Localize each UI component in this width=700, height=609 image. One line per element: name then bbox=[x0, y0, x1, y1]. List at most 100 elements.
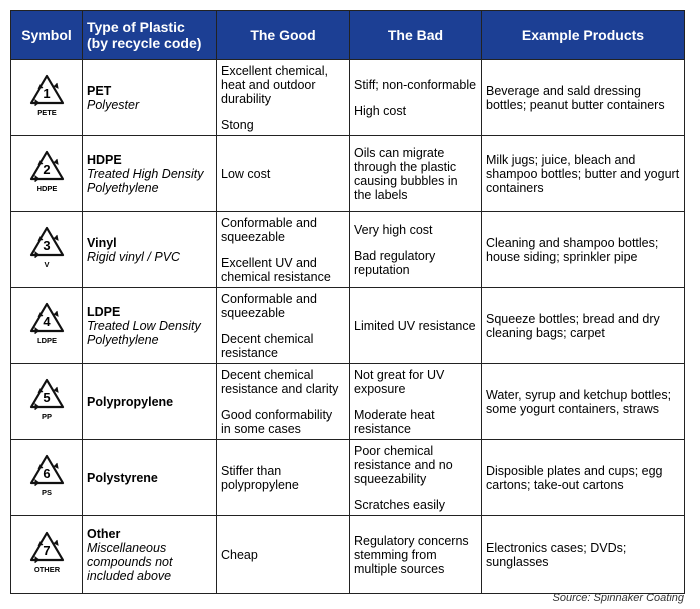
recycle-code-label: OTHER bbox=[33, 565, 60, 574]
good-cell-paragraph: Excellent UV and chemical resistance bbox=[221, 255, 331, 284]
table-row: 4 LDPE LDPE Treated Low Density Polyethylene… bbox=[10, 287, 685, 364]
bad-cell-paragraph: Stiff; non-conformable bbox=[354, 77, 477, 92]
good-cell-paragraph: Conformable and squeezable bbox=[221, 215, 317, 244]
examples-cell: Squeeze bottles; bread and dry cleaning … bbox=[481, 287, 685, 364]
bad-cell: Oils can migrate through the plastic cau… bbox=[349, 135, 482, 212]
bad-cell-paragraph: Very high cost bbox=[354, 222, 433, 237]
table-row: 3 V Vinyl Rigid vinyl / PVC Conformable and … bbox=[10, 211, 685, 288]
table-row: 5 PP Polypropylene Decent chemical resistan… bbox=[10, 363, 685, 440]
examples-cell: Electronics cases; DVDs; sunglasses bbox=[481, 515, 685, 594]
recycle-code-label: PS bbox=[41, 488, 51, 497]
header-bad: The Bad bbox=[349, 10, 482, 60]
symbol-cell: 2 HDPE bbox=[10, 135, 83, 212]
bad-cell: Poor chemical resistance and no squeezab… bbox=[349, 439, 482, 516]
good-cell-paragraph: Excellent chemical, heat and outdoor dur… bbox=[221, 63, 328, 106]
bad-cell: Stiff; non-conformable High cost bbox=[349, 59, 482, 136]
header-type-line2: (by recycle code) bbox=[87, 35, 202, 51]
good-cell: Conformable and squeezable Decent chemica… bbox=[216, 287, 350, 364]
table-row: 1 PETE PET Polyester Excellent chemical, hea… bbox=[10, 59, 685, 136]
recycle-code-number: 7 bbox=[43, 543, 50, 558]
recycle-code-label: PETE bbox=[37, 108, 57, 117]
bad-cell-paragraph: Not great for UV exposure bbox=[354, 367, 445, 396]
symbol-cell: 4 LDPE bbox=[10, 287, 83, 364]
symbol-cell: 5 PP bbox=[10, 363, 83, 440]
plastic-description: Treated Low Density bbox=[87, 318, 201, 333]
plastic-name: Vinyl bbox=[87, 235, 117, 250]
plastic-type-cell: Other Miscellaneous compounds not included … bbox=[82, 515, 217, 594]
table-row: 2 HDPE HDPE Treated High Density Polyethylen… bbox=[10, 135, 685, 212]
recycle-triangle-icon: 7 OTHER bbox=[29, 531, 64, 574]
header-symbol: Symbol bbox=[10, 10, 83, 60]
header-type-line1: Type of Plastic bbox=[87, 19, 185, 35]
plastic-description: Polyester bbox=[87, 97, 140, 112]
bad-cell-paragraph: Bad regulatory reputation bbox=[354, 248, 436, 277]
good-cell-paragraph: Low cost bbox=[221, 166, 271, 181]
recycle-code-number: 5 bbox=[43, 390, 50, 405]
header-type: Type of Plastic (by recycle code) bbox=[82, 10, 217, 60]
bad-cell-paragraph: Regulatory concerns stemming from multip… bbox=[354, 533, 469, 576]
good-cell: Low cost bbox=[216, 135, 350, 212]
recycle-code-label: LDPE bbox=[36, 336, 56, 345]
plastics-table: Symbol Type of Plastic (by recycle code)… bbox=[10, 10, 685, 594]
bad-cell-paragraph: Moderate heat resistance bbox=[354, 407, 435, 436]
source-credit: Source: Spinnaker Coating bbox=[552, 592, 684, 604]
plastic-type-cell: LDPE Treated Low Density Polyethylene bbox=[82, 287, 217, 364]
good-cell-paragraph: Stong bbox=[221, 117, 254, 132]
plastic-type-cell: HDPE Treated High Density Polyethylene bbox=[82, 135, 217, 212]
recycle-code-number: 4 bbox=[43, 314, 51, 329]
bad-cell: Very high cost Bad regulatory reputation bbox=[349, 211, 482, 288]
plastic-name: LDPE bbox=[87, 304, 121, 319]
examples-cell: Beverage and sald dressing bottles; pean… bbox=[481, 59, 685, 136]
recycle-code-label: V bbox=[44, 260, 49, 269]
symbol-cell: 6 PS bbox=[10, 439, 83, 516]
good-cell-paragraph: Stiffer than polypropylene bbox=[221, 463, 299, 492]
table-row: 6 PS Polystyrene Stiffer than polypropylene… bbox=[10, 439, 685, 516]
recycle-code-label: PP bbox=[41, 412, 51, 421]
plastic-description: compounds not bbox=[87, 554, 173, 569]
plastic-type-cell: PET Polyester bbox=[82, 59, 217, 136]
header-examples: Example Products bbox=[481, 10, 685, 60]
bad-cell-paragraph: Limited UV resistance bbox=[354, 318, 476, 333]
recycle-triangle-icon: 2 HDPE bbox=[29, 150, 64, 193]
good-cell-paragraph: Cheap bbox=[221, 547, 258, 562]
recycle-triangle-icon: 5 PP bbox=[29, 378, 64, 421]
good-cell: Decent chemical resistance and clarity Go… bbox=[216, 363, 350, 440]
examples-cell: Water, syrup and ketchup bottles; some y… bbox=[481, 363, 685, 440]
good-cell: Stiffer than polypropylene bbox=[216, 439, 350, 516]
plastic-name: HDPE bbox=[87, 152, 122, 167]
symbol-cell: 7 OTHER bbox=[10, 515, 83, 594]
plastic-type-cell: Vinyl Rigid vinyl / PVC bbox=[82, 211, 217, 288]
bad-cell-paragraph: Poor chemical resistance and no squeezab… bbox=[354, 443, 453, 486]
examples-cell: Cleaning and shampoo bottles; house sidi… bbox=[481, 211, 685, 288]
recycle-code-number: 2 bbox=[43, 162, 50, 177]
bad-cell: Regulatory concerns stemming from multip… bbox=[349, 515, 482, 594]
plastic-type-cell: Polystyrene bbox=[82, 439, 217, 516]
bad-cell-paragraph: Oils can migrate through the plastic cau… bbox=[354, 145, 458, 202]
recycle-triangle-icon: 6 PS bbox=[29, 454, 64, 497]
recycle-code-number: 6 bbox=[43, 466, 50, 481]
good-cell-paragraph: Conformable and squeezable bbox=[221, 291, 317, 320]
plastic-name: Polypropylene bbox=[87, 394, 174, 409]
plastic-description: Polyethylene bbox=[87, 180, 159, 195]
plastic-description: Miscellaneous bbox=[87, 540, 167, 555]
bad-cell: Limited UV resistance bbox=[349, 287, 482, 364]
good-cell-paragraph: Decent chemical resistance and clarity bbox=[221, 367, 339, 396]
bad-cell-paragraph: Scratches easily bbox=[354, 497, 446, 512]
plastic-name: Polystyrene bbox=[87, 470, 158, 485]
plastic-description: included above bbox=[87, 568, 172, 583]
bad-cell-paragraph: High cost bbox=[354, 103, 407, 118]
plastic-name: Other bbox=[87, 526, 121, 541]
recycle-triangle-icon: 1 PETE bbox=[29, 74, 64, 117]
recycle-triangle-icon: 4 LDPE bbox=[29, 302, 64, 345]
good-cell-paragraph: Decent chemical resistance bbox=[221, 331, 314, 360]
good-cell: Excellent chemical, heat and outdoor dur… bbox=[216, 59, 350, 136]
plastic-name: PET bbox=[87, 83, 112, 98]
recycle-code-number: 1 bbox=[43, 86, 50, 101]
examples-cell: Milk jugs; juice, bleach and shampoo bot… bbox=[481, 135, 685, 212]
plastic-description: Rigid vinyl / PVC bbox=[87, 249, 181, 264]
recycle-code-number: 3 bbox=[43, 238, 50, 253]
good-cell-paragraph: Good conformability in some cases bbox=[221, 407, 333, 436]
header-good: The Good bbox=[216, 10, 350, 60]
plastic-description: Treated High Density bbox=[87, 166, 204, 181]
recycle-triangle-icon: 3V bbox=[29, 226, 64, 269]
